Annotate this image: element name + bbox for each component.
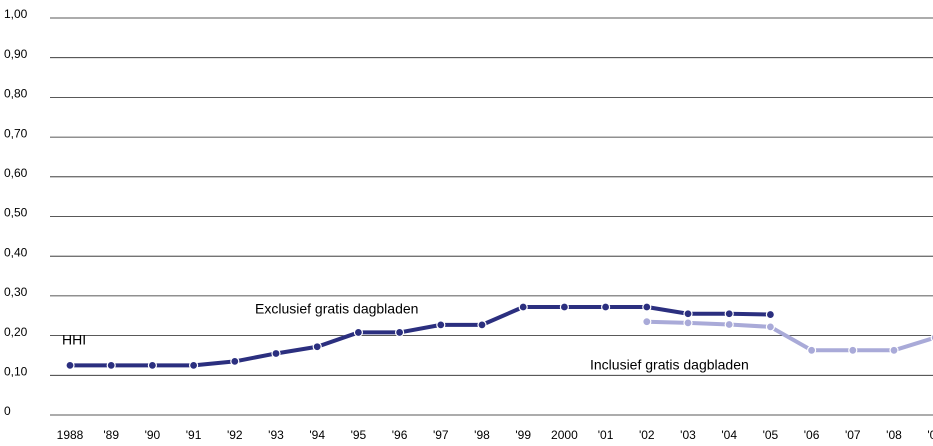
- data-point: [848, 345, 858, 355]
- data-point: [147, 360, 157, 370]
- series-line: [646, 319, 933, 353]
- data-point: [189, 360, 199, 370]
- x-tick-label: '02: [639, 428, 655, 442]
- y-tick-label: 0: [4, 404, 11, 418]
- series-line: [70, 305, 771, 368]
- data-point: [806, 345, 817, 355]
- x-tick-label: '01: [598, 428, 614, 442]
- x-tick-label: '89: [103, 428, 119, 442]
- x-tick-label: 2000: [551, 428, 578, 442]
- data-point: [724, 309, 734, 319]
- y-tick-label: 0,80: [4, 87, 28, 101]
- y-tick-label: 0,50: [4, 206, 28, 220]
- x-tick-label: '91: [186, 428, 202, 442]
- y-tick-label: 0,40: [4, 245, 28, 259]
- y-tick-label: 0,90: [4, 47, 28, 61]
- data-point: [106, 360, 116, 370]
- y-axis-label: HHI: [62, 332, 86, 348]
- y-tick-label: 0,70: [4, 126, 28, 140]
- x-tick-label: '08: [886, 428, 902, 442]
- series-label: Exclusief gratis dagbladen: [255, 301, 418, 317]
- y-tick-label: 0,20: [4, 325, 28, 339]
- x-tick-label: '03: [680, 428, 696, 442]
- series-label: Inclusief gratis dagbladen: [590, 357, 749, 373]
- data-point: [642, 302, 652, 312]
- data-point: [600, 302, 611, 312]
- data-point: [477, 320, 487, 330]
- x-tick-label: '96: [392, 428, 408, 442]
- x-tick-label: '99: [515, 428, 531, 442]
- data-point: [559, 302, 570, 312]
- data-point: [889, 345, 899, 355]
- data-point: [230, 356, 240, 367]
- data-point: [683, 309, 693, 319]
- data-point: [765, 309, 776, 320]
- x-tick-label: '94: [309, 428, 325, 442]
- data-point: [765, 322, 776, 332]
- y-tick-label: 0,60: [4, 166, 28, 180]
- data-point: [395, 327, 405, 338]
- y-tick-label: 0,10: [4, 364, 28, 378]
- data-point: [436, 320, 446, 330]
- x-tick-label: '97: [433, 428, 449, 442]
- x-tick-label: '09: [927, 428, 933, 442]
- data-point: [271, 348, 281, 359]
- x-tick-label: '04: [721, 428, 737, 442]
- x-tick-label: '95: [351, 428, 367, 442]
- data-point: [683, 318, 693, 328]
- data-point: [724, 319, 734, 330]
- x-tick-label: '05: [763, 428, 779, 442]
- data-point: [518, 302, 528, 312]
- x-tick-label: '07: [845, 428, 861, 442]
- x-tick-label: '06: [804, 428, 820, 442]
- y-tick-label: 0,30: [4, 285, 28, 299]
- x-tick-label: '90: [145, 428, 161, 442]
- x-tick-label: '92: [227, 428, 243, 442]
- x-tick-label: '93: [268, 428, 284, 442]
- data-point: [65, 360, 75, 370]
- x-tick-label: 1988: [57, 428, 84, 442]
- data-point: [312, 342, 322, 352]
- x-tick-label: '98: [474, 428, 490, 442]
- data-point: [353, 327, 363, 338]
- y-tick-label: 1,00: [4, 7, 28, 21]
- data-point: [642, 317, 652, 327]
